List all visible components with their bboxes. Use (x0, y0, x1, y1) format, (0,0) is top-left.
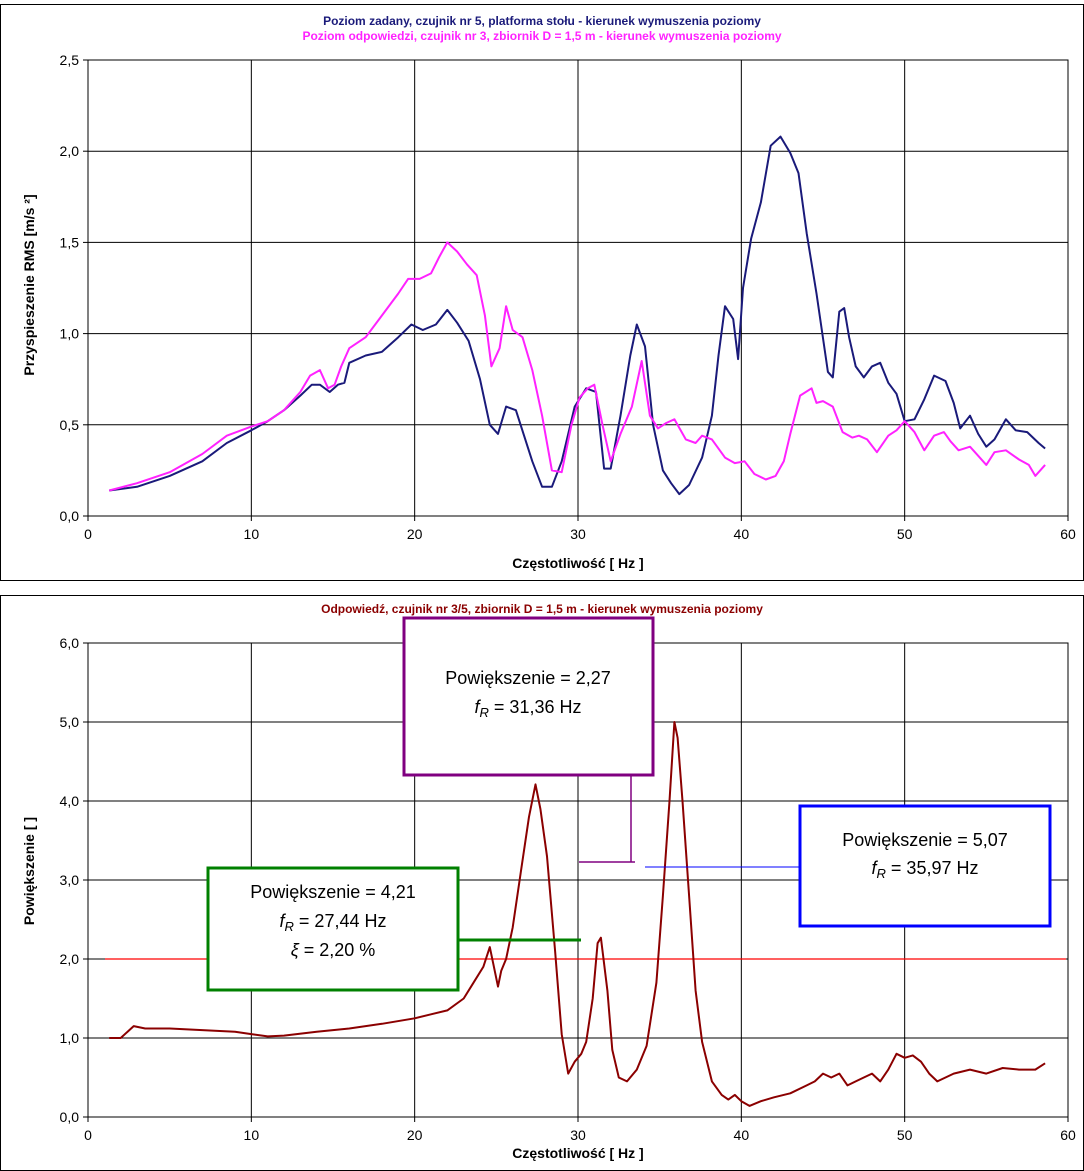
x-tick-label: 0 (84, 526, 92, 542)
y-tick-label: 0,0 (60, 508, 80, 524)
chart1-plot-area (87, 59, 1069, 517)
chart1-subtitle: Poziom odpowiedzi, czujnik nr 3, zbiorni… (302, 29, 781, 43)
series-line-1 (109, 721, 1046, 1107)
y-tick-label: 0,5 (60, 417, 80, 433)
chart2-y-axis-label: Powiększenie [ ] (21, 817, 37, 925)
x-tick-label: 10 (244, 1127, 260, 1143)
y-tick-label: 0,0 (60, 1109, 80, 1125)
y-tick-label: 5,0 (60, 714, 80, 730)
series-line-1 (109, 135, 1046, 496)
chart-panel-magnification: Odpowiedź, czujnik nr 3/5, zbiornik D = … (0, 595, 1084, 1171)
annotation-green-line2: fR = 27,44 Hz (280, 911, 387, 934)
annotation-blue-line1: Powiększenie = 5,07 (842, 830, 1008, 850)
x-tick-label: 20 (407, 1127, 423, 1143)
annotation-box-blue: Powiększenie = 5,07 fR = 35,97 Hz (798, 804, 1052, 928)
x-tick-label: 50 (897, 1127, 913, 1143)
chart2-title: Odpowiedź, czujnik nr 3/5, zbiornik D = … (321, 602, 763, 616)
x-tick-label: 60 (1060, 526, 1076, 542)
y-tick-label: 1,0 (60, 1030, 80, 1046)
annotation-purple-line1: Powiększenie = 2,27 (445, 668, 611, 688)
chart1-x-axis-label: Częstotliwość [ Hz ] (512, 555, 643, 571)
x-tick-label: 30 (570, 526, 586, 542)
annotation-box-purple: Powiększenie = 2,27 fR = 31,36 Hz (402, 616, 655, 777)
annotation-blue-line2: fR = 35,97 Hz (872, 858, 979, 881)
x-tick-label: 40 (734, 526, 750, 542)
y-tick-label: 1,0 (60, 326, 80, 342)
y-tick-label: 3,0 (60, 872, 80, 888)
chart1-title: Poziom zadany, czujnik nr 5, platforma s… (323, 14, 761, 28)
chart-magnification-svg: Odpowiedź, czujnik nr 3/5, zbiornik D = … (21, 602, 1076, 1161)
annotation-leader-purple (579, 713, 635, 863)
annotation-purple-line2: fR = 31,36 Hz (475, 697, 582, 720)
chart2-x-axis-label: Częstotliwość [ Hz ] (512, 1145, 643, 1161)
annotation-green-line3: ξ = 2,20 % (291, 940, 376, 960)
x-tick-label: 0 (84, 1127, 92, 1143)
series-line-2 (108, 241, 1046, 492)
y-tick-label: 2,0 (60, 951, 80, 967)
x-tick-label: 10 (244, 526, 260, 542)
x-tick-label: 30 (570, 1127, 586, 1143)
x-tick-label: 50 (897, 526, 913, 542)
chart-rms-svg: Poziom zadany, czujnik nr 5, platforma s… (21, 14, 1076, 571)
y-tick-label: 4,0 (60, 793, 80, 809)
y-tick-label: 2,0 (60, 143, 80, 159)
annotation-green-line1: Powiększenie = 4,21 (250, 882, 416, 902)
y-tick-label: 1,5 (60, 234, 80, 250)
y-tick-label: 2,5 (60, 52, 80, 68)
x-tick-label: 60 (1060, 1127, 1076, 1143)
chart-panel-rms: Poziom zadany, czujnik nr 5, platforma s… (0, 4, 1084, 581)
x-tick-label: 20 (407, 526, 423, 542)
y-tick-label: 6,0 (60, 635, 80, 651)
x-tick-label: 40 (734, 1127, 750, 1143)
chart1-y-axis-label: Przyspieszenie RMS [m/s ²] (21, 194, 37, 375)
annotation-box-green: Powiększenie = 4,21 fR = 27,44 Hz ξ = 2,… (206, 866, 460, 992)
